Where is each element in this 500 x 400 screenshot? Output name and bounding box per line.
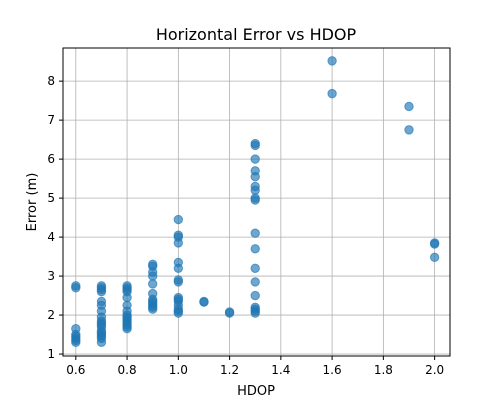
scatter-point (173, 277, 184, 287)
scatter-point (250, 154, 260, 164)
scatter-point (71, 337, 81, 348)
scatter-point (199, 297, 209, 307)
scatter-point (250, 140, 260, 151)
scatter-point (250, 290, 260, 301)
data-points (71, 56, 440, 348)
scatter-point (122, 324, 132, 334)
scatter-point (148, 271, 158, 281)
y-tick-label: 3 (47, 269, 55, 283)
y-axis-label: Error (m) (25, 173, 40, 232)
scatter-point (404, 101, 414, 112)
scatter-point (96, 337, 107, 348)
y-tick-label: 8 (47, 74, 55, 88)
scatter-point (250, 185, 260, 196)
scatter-point (122, 292, 132, 303)
scatter-point (250, 277, 260, 287)
x-axis-label: HDOP (237, 384, 275, 399)
y-tick-label: 4 (47, 230, 55, 244)
scatter-point (250, 171, 260, 182)
scatter-point (429, 239, 440, 249)
scatter-point (71, 283, 81, 293)
x-tick-label: 1.0 (169, 363, 188, 377)
scatter-point (173, 263, 184, 273)
scatter-point (327, 56, 337, 66)
scatter-point (96, 286, 107, 297)
x-tick-label: 2.0 (425, 363, 444, 377)
scatter-point (148, 304, 158, 314)
scatter-point (429, 252, 440, 263)
y-tick-label: 7 (47, 113, 55, 127)
y-tick-label: 1 (47, 347, 55, 361)
x-axis-ticks: 0.6 0.8 1.0 1.2 1.4 1.6 1.8 2.0 (66, 356, 444, 377)
scatter-point (173, 214, 184, 225)
scatter-point (148, 279, 158, 289)
y-tick-label: 5 (47, 191, 55, 205)
chart-title: Horizontal Error vs HDOP (156, 25, 357, 44)
x-tick-label: 1.8 (374, 363, 393, 377)
x-tick-label: 1.4 (271, 363, 290, 377)
x-tick-label: 1.6 (323, 363, 342, 377)
scatter-point (250, 263, 260, 273)
scatter-point (250, 228, 260, 238)
x-tick-label: 1.2 (220, 363, 239, 377)
y-axis-ticks: 1 2 3 4 5 6 7 8 (47, 74, 63, 361)
scatter-point (173, 238, 184, 248)
scatter-point (250, 244, 260, 254)
scatter-point (250, 308, 260, 318)
y-tick-label: 2 (47, 308, 55, 322)
scatter-point (327, 88, 337, 99)
scatter-point (250, 195, 260, 205)
scatter-point (404, 125, 414, 135)
x-tick-label: 0.6 (66, 363, 85, 377)
scatter-point (224, 308, 235, 318)
axes (62, 47, 451, 357)
scatter-point (173, 308, 184, 318)
x-tick-label: 0.8 (118, 363, 137, 377)
y-tick-label: 6 (47, 152, 55, 166)
plot-frame (62, 47, 451, 357)
